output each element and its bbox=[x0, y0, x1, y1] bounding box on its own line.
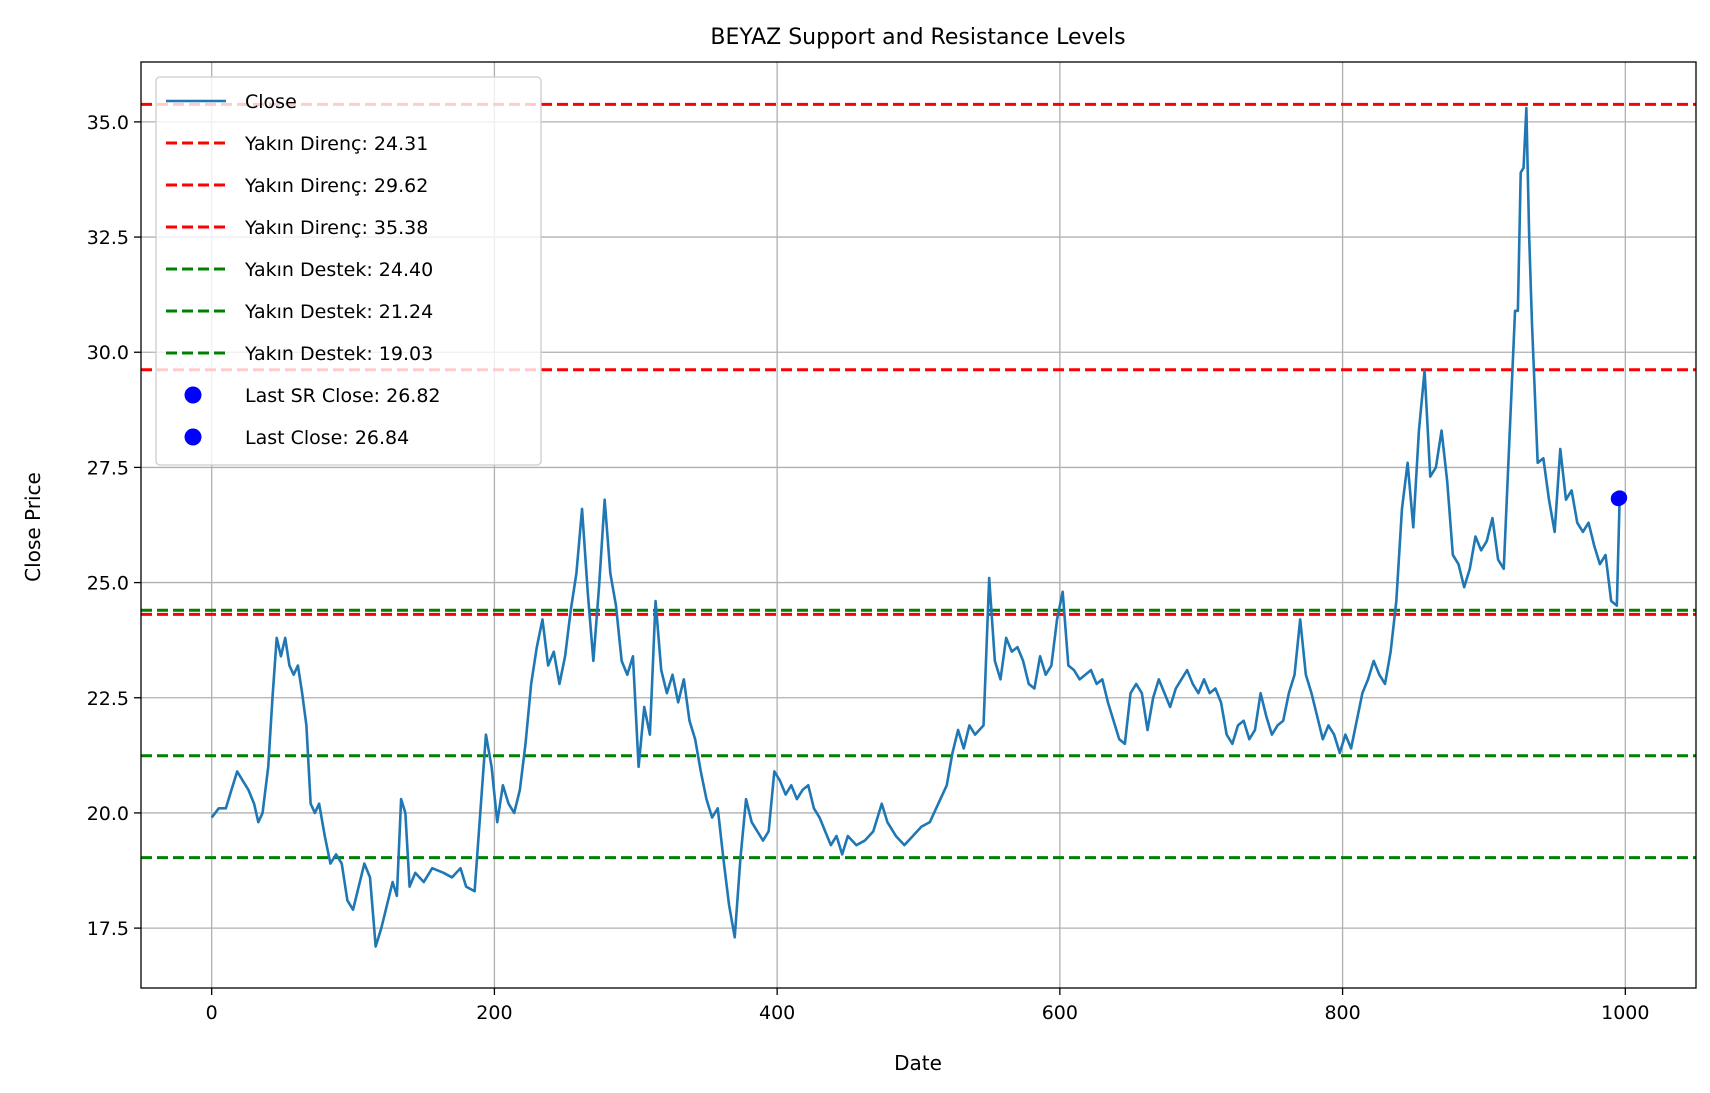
last-close-point bbox=[1612, 490, 1628, 506]
y-tick-label: 22.5 bbox=[87, 688, 129, 710]
legend-entry-label: Yakın Direnç: 29.62 bbox=[244, 175, 428, 197]
y-tick-label: 27.5 bbox=[87, 457, 129, 479]
legend-box bbox=[155, 76, 542, 466]
legend-entry-label: Yakın Direnç: 35.38 bbox=[244, 217, 428, 239]
y-axis-label: Close Price bbox=[21, 472, 45, 582]
plot-area: 0 200 400 600 800 1000 17.5 20.0 22.5 25.0 27.5 30.… bbox=[87, 61, 1697, 1024]
y-tick-label: 35.0 bbox=[87, 112, 129, 134]
y-tick-label: 25.0 bbox=[87, 573, 129, 595]
legend-entry-label: Last Close: 26.84 bbox=[245, 427, 409, 449]
y-tick-label: 32.5 bbox=[87, 227, 129, 249]
y-tick-label: 30.0 bbox=[87, 342, 129, 364]
legend-entry-label: Yakın Destek: 21.24 bbox=[244, 301, 433, 323]
legend-entry-label: Yakın Destek: 24.40 bbox=[244, 259, 433, 281]
y-tick-label: 20.0 bbox=[87, 803, 129, 825]
x-tick-label: 0 bbox=[206, 1002, 218, 1024]
x-tick-label: 600 bbox=[1042, 1002, 1078, 1024]
axes-frame bbox=[140, 61, 1697, 989]
legend-entry-label: Yakın Direnç: 24.31 bbox=[244, 133, 428, 155]
chart-title: BEYAZ Support and Resistance Levels bbox=[710, 25, 1125, 50]
x-axis-label: Date bbox=[894, 1051, 942, 1075]
x-tick-label: 200 bbox=[476, 1002, 512, 1024]
x-tick-label: 400 bbox=[759, 1002, 795, 1024]
legend-entry-label: Yakın Destek: 19.03 bbox=[244, 343, 433, 365]
close-price-line bbox=[210, 106, 1621, 948]
legend-swatch-marker bbox=[184, 428, 202, 446]
legend-entry-label: Last SR Close: 26.82 bbox=[245, 385, 441, 407]
x-tick-label: 800 bbox=[1324, 1002, 1360, 1024]
x-tick-label: 1000 bbox=[1601, 1002, 1649, 1024]
y-tick-label: 17.5 bbox=[87, 918, 129, 940]
legend-swatch-marker bbox=[184, 386, 202, 404]
legend-entry-label: Close bbox=[245, 91, 297, 113]
